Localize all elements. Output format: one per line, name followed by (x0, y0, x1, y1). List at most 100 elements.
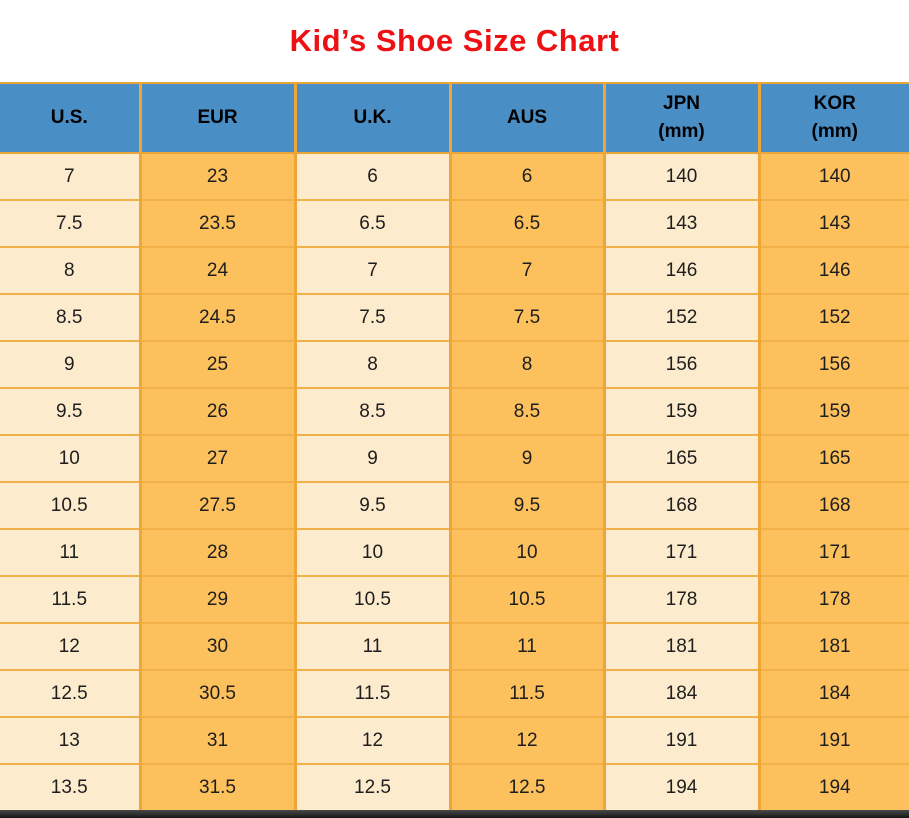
table-cell: 8.5 (293, 387, 452, 436)
table-cell: 25 (138, 340, 297, 389)
table-cell: 12.5 (0, 669, 142, 718)
table-cell: 7.5 (293, 293, 452, 342)
table-cell: 191 (757, 716, 909, 765)
table-cell: 171 (757, 528, 909, 577)
table-row: 7 23 6 6 140 140 (0, 152, 909, 201)
table-cell: 29 (138, 575, 297, 624)
table-cell: 143 (757, 199, 909, 248)
table-cell: 30 (138, 622, 297, 671)
table-cell: 159 (757, 387, 909, 436)
table-cell: 11.5 (448, 669, 606, 718)
table-cell: 8.5 (448, 387, 606, 436)
table-cell: 181 (757, 622, 909, 671)
table-cell: 159 (602, 387, 761, 436)
table-cell: 9 (0, 340, 142, 389)
table-row: 10.5 27.5 9.5 9.5 168 168 (0, 481, 909, 530)
table-cell: 10.5 (0, 481, 142, 530)
table-cell: 10 (0, 434, 142, 483)
table-row: 12 30 11 11 181 181 (0, 622, 909, 671)
table-cell: 26 (138, 387, 297, 436)
table-cell: 143 (602, 199, 761, 248)
table-row: 9.5 26 8.5 8.5 159 159 (0, 387, 909, 436)
table-cell: 7.5 (448, 293, 606, 342)
table-cell: 156 (757, 340, 909, 389)
table-cell: 178 (757, 575, 909, 624)
table-cell: 6 (448, 152, 606, 201)
table-cell: 9.5 (0, 387, 142, 436)
table-row: 10 27 9 9 165 165 (0, 434, 909, 483)
table-cell: 12 (448, 716, 606, 765)
table-cell: 30.5 (138, 669, 297, 718)
table-cell: 9.5 (448, 481, 606, 530)
table-cell: 11.5 (0, 575, 142, 624)
table-cell: 7 (448, 246, 606, 295)
table-row: 7.5 23.5 6.5 6.5 143 143 (0, 199, 909, 248)
table-cell: 140 (602, 152, 761, 201)
table-cell: 184 (757, 669, 909, 718)
table-cell: 8 (0, 246, 142, 295)
column-header-jpn: JPN (mm) (602, 82, 761, 154)
table-cell: 165 (757, 434, 909, 483)
table-cell: 10.5 (448, 575, 606, 624)
table-cell: 12.5 (293, 763, 452, 811)
table-cell: 152 (602, 293, 761, 342)
table-row: 8.5 24.5 7.5 7.5 152 152 (0, 293, 909, 342)
table-cell: 146 (757, 246, 909, 295)
table-cell: 28 (138, 528, 297, 577)
table-cell: 7.5 (0, 199, 142, 248)
table-cell: 23.5 (138, 199, 297, 248)
table-cell: 181 (602, 622, 761, 671)
column-header-kor: KOR (mm) (757, 82, 909, 154)
table-cell: 140 (757, 152, 909, 201)
header-row: U.S. EUR U.K. AUS JPN (mm) KOR (mm) (0, 82, 909, 154)
table-cell: 23 (138, 152, 297, 201)
table-cell: 168 (757, 481, 909, 530)
table-cell: 171 (602, 528, 761, 577)
column-header-uk: U.K. (293, 82, 452, 154)
table-row: 8 24 7 7 146 146 (0, 246, 909, 295)
table-row: 11.5 29 10.5 10.5 178 178 (0, 575, 909, 624)
table-cell: 168 (602, 481, 761, 530)
table-row: 13.5 31.5 12.5 12.5 194 194 (0, 763, 909, 811)
column-header-us: U.S. (0, 82, 142, 154)
table-cell: 13.5 (0, 763, 142, 811)
table-cell: 8 (448, 340, 606, 389)
shoe-size-table: U.S. EUR U.K. AUS JPN (mm) KOR (mm) 7 23… (0, 82, 909, 811)
table-cell: 146 (602, 246, 761, 295)
table-cell: 7 (0, 152, 142, 201)
table-cell: 10 (448, 528, 606, 577)
table-cell: 13 (0, 716, 142, 765)
table-row: 9 25 8 8 156 156 (0, 340, 909, 389)
table-cell: 11.5 (293, 669, 452, 718)
column-header-eur: EUR (138, 82, 297, 154)
table-cell: 27 (138, 434, 297, 483)
table-row: 13 31 12 12 191 191 (0, 716, 909, 765)
table-row: 12.5 30.5 11.5 11.5 184 184 (0, 669, 909, 718)
page-title: Kid’s Shoe Size Chart (289, 23, 620, 58)
table-cell: 11 (293, 622, 452, 671)
table-cell: 178 (602, 575, 761, 624)
table-cell: 12 (0, 622, 142, 671)
table-cell: 9 (293, 434, 452, 483)
table-cell: 9.5 (293, 481, 452, 530)
table-cell: 11 (448, 622, 606, 671)
table-cell: 8 (293, 340, 452, 389)
bottom-bar (0, 810, 909, 818)
table-cell: 12.5 (448, 763, 606, 811)
table-cell: 191 (602, 716, 761, 765)
table-cell: 11 (0, 528, 142, 577)
table-cell: 24 (138, 246, 297, 295)
table-cell: 194 (757, 763, 909, 811)
table-cell: 152 (757, 293, 909, 342)
table-row: 11 28 10 10 171 171 (0, 528, 909, 577)
table-cell: 156 (602, 340, 761, 389)
table-cell: 12 (293, 716, 452, 765)
table-cell: 7 (293, 246, 452, 295)
table-cell: 194 (602, 763, 761, 811)
column-header-aus: AUS (448, 82, 606, 154)
table-cell: 24.5 (138, 293, 297, 342)
table-cell: 31 (138, 716, 297, 765)
table-cell: 8.5 (0, 293, 142, 342)
table-cell: 184 (602, 669, 761, 718)
